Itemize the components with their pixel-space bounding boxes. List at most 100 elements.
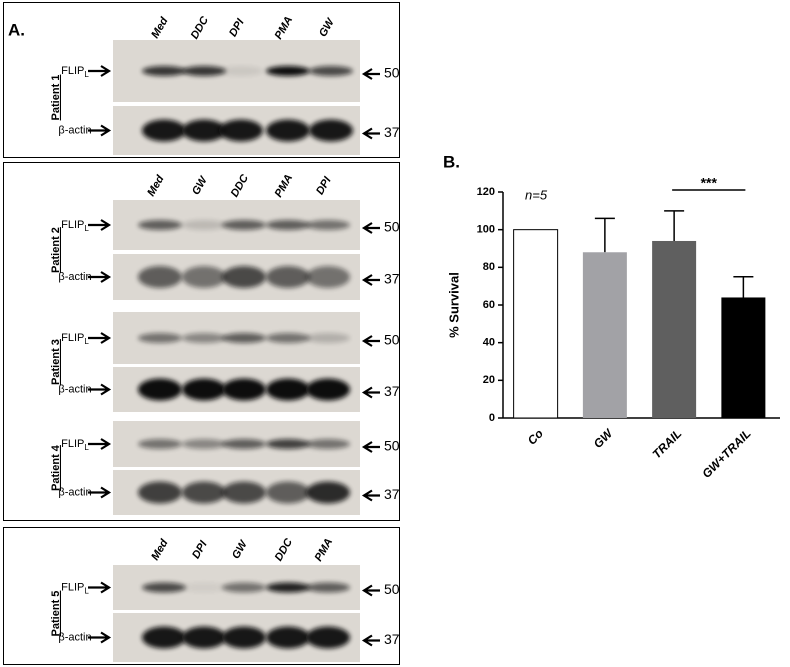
band xyxy=(306,333,350,343)
band xyxy=(266,266,310,288)
annotation: n=5 xyxy=(525,187,548,202)
lane-label: GW xyxy=(190,173,211,197)
bar xyxy=(582,252,627,418)
x-tick-label: GW+TRAIL xyxy=(699,426,753,480)
row-label: FLIPL xyxy=(61,65,89,79)
band xyxy=(266,378,310,401)
bar xyxy=(652,240,697,418)
panel-label: B. xyxy=(443,152,460,171)
band xyxy=(182,439,226,449)
band xyxy=(266,333,310,343)
left-arrow xyxy=(88,438,112,450)
lane-label: DPI xyxy=(227,16,247,39)
band xyxy=(266,439,310,449)
y-tick-label: 60 xyxy=(483,299,495,311)
band xyxy=(222,481,266,504)
band xyxy=(306,582,350,593)
x-tick-label: TRAIL xyxy=(650,426,685,461)
band xyxy=(222,220,266,230)
right-arrow xyxy=(361,222,380,234)
row-label-main: FLIP xyxy=(61,438,84,450)
patient-label: Patient 3 xyxy=(50,339,62,385)
band xyxy=(219,119,263,142)
significance-label: *** xyxy=(701,175,718,191)
band xyxy=(182,378,226,401)
row-label-main: β-actin xyxy=(58,383,91,395)
left-arrow xyxy=(88,332,112,344)
row-label: FLIPL xyxy=(61,438,89,452)
band xyxy=(266,582,310,593)
bar xyxy=(721,297,766,418)
y-tick-label: 40 xyxy=(483,337,495,349)
band xyxy=(138,481,182,504)
lane-label: DDC xyxy=(189,14,212,42)
left-arrow xyxy=(88,124,112,137)
x-tick-label: GW xyxy=(591,425,617,451)
right-arrow xyxy=(361,489,380,502)
band xyxy=(222,626,266,649)
left-arrow xyxy=(88,219,112,231)
lane-label: DDC xyxy=(229,172,252,200)
kda-label: 37 xyxy=(384,271,400,287)
band xyxy=(306,481,350,504)
band xyxy=(222,333,266,343)
right-arrow xyxy=(361,634,380,647)
row-label-main: FLIP xyxy=(61,332,84,344)
band xyxy=(306,220,350,230)
right-arrow xyxy=(361,68,380,80)
band xyxy=(182,266,226,288)
band xyxy=(222,582,266,593)
band xyxy=(182,626,226,649)
error-bar xyxy=(733,276,754,298)
band xyxy=(182,481,226,504)
row-label: β-actin xyxy=(58,631,91,643)
kda-label: 50 xyxy=(384,438,400,454)
row-label-main: β-actin xyxy=(58,124,91,136)
y-tick-label: 120 xyxy=(477,186,495,198)
blot-panel-frame xyxy=(3,2,400,158)
lane-label: DDC xyxy=(273,536,296,564)
row-label-sub: L xyxy=(84,70,89,79)
row-label-main: β-actin xyxy=(58,486,91,498)
row-label-sub: L xyxy=(84,224,89,233)
row-label: FLIPL xyxy=(61,581,89,595)
lane-label: GW xyxy=(230,537,251,561)
right-arrow xyxy=(361,274,380,286)
band xyxy=(138,333,182,343)
lane-label: Med xyxy=(149,15,171,40)
patient-label: Patient 4 xyxy=(50,444,62,491)
row-label-sub: L xyxy=(84,443,89,452)
left-arrow xyxy=(88,383,112,396)
band xyxy=(309,119,353,142)
band xyxy=(142,66,186,76)
y-tick-label: 80 xyxy=(483,261,495,273)
right-arrow xyxy=(361,584,380,597)
row-label: β-actin xyxy=(58,383,91,395)
band xyxy=(309,66,353,76)
row-label: β-actin xyxy=(58,486,91,498)
y-axis-label: % Survival xyxy=(446,272,461,338)
row-label: β-actin xyxy=(58,271,91,283)
row-label-main: FLIP xyxy=(61,219,84,231)
error-bar xyxy=(664,210,685,241)
kda-label: 37 xyxy=(384,383,400,399)
band xyxy=(182,119,226,142)
kda-label: 37 xyxy=(384,631,400,647)
band xyxy=(222,439,266,449)
left-arrow xyxy=(88,486,112,499)
right-arrow xyxy=(361,441,380,453)
band xyxy=(306,439,350,449)
band xyxy=(266,66,310,76)
band xyxy=(142,119,186,142)
band xyxy=(266,119,310,142)
kda-label: 50 xyxy=(384,332,400,348)
right-arrow xyxy=(361,386,380,399)
row-label: β-actin xyxy=(58,124,91,136)
kda-label: 50 xyxy=(384,219,400,235)
row-label-main: FLIP xyxy=(61,65,84,77)
y-tick-label: 20 xyxy=(483,374,495,386)
bar xyxy=(513,229,559,419)
y-tick-label: 0 xyxy=(489,412,495,424)
patient-label: Patient 1 xyxy=(50,75,62,121)
